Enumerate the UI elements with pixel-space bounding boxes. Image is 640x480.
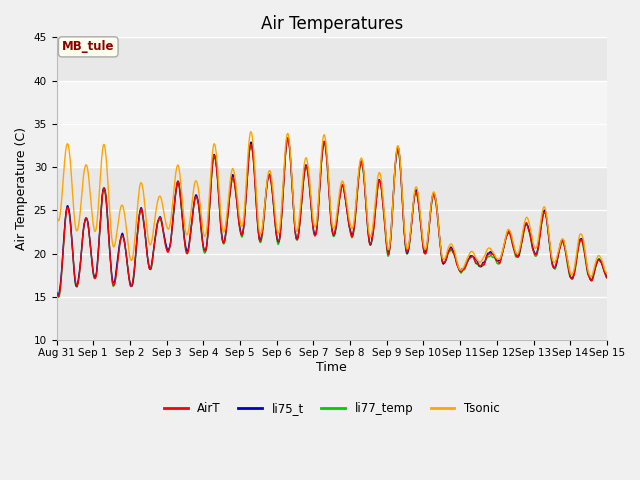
- li77_temp: [52, 290, 60, 296]
- li77_temp: [456, 267, 463, 273]
- AirT: [284, 136, 292, 142]
- li75_t: [425, 227, 433, 233]
- Tsonic: [603, 270, 611, 276]
- li75_t: [152, 232, 159, 238]
- li75_t: [456, 267, 463, 273]
- li75_t: [284, 135, 292, 141]
- Tsonic: [247, 129, 255, 134]
- Line: li77_temp: li77_temp: [56, 139, 607, 297]
- Bar: [56, 81, 607, 167]
- AirT: [603, 275, 611, 280]
- Tsonic: [486, 246, 494, 252]
- Tsonic: [455, 265, 463, 271]
- li77_temp: [312, 232, 319, 238]
- Tsonic: [52, 214, 60, 219]
- Line: li75_t: li75_t: [56, 138, 607, 296]
- li75_t: [486, 249, 494, 254]
- AirT: [54, 294, 62, 300]
- li77_temp: [55, 294, 63, 300]
- li75_t: [52, 289, 60, 295]
- AirT: [456, 267, 463, 273]
- li77_temp: [152, 234, 159, 240]
- Tsonic: [603, 270, 611, 276]
- Legend: AirT, li75_t, li77_temp, Tsonic: AirT, li75_t, li77_temp, Tsonic: [159, 397, 504, 420]
- AirT: [425, 229, 433, 235]
- AirT: [52, 289, 60, 295]
- AirT: [152, 233, 159, 239]
- Text: MB_tule: MB_tule: [62, 40, 115, 53]
- Tsonic: [152, 212, 159, 217]
- li77_temp: [425, 228, 433, 234]
- li75_t: [312, 232, 319, 238]
- Tsonic: [587, 274, 595, 280]
- li77_temp: [486, 253, 494, 259]
- Tsonic: [425, 226, 433, 231]
- Y-axis label: Air Temperature (C): Air Temperature (C): [15, 127, 28, 250]
- Title: Air Temperatures: Air Temperatures: [260, 15, 403, 33]
- li75_t: [603, 273, 611, 279]
- AirT: [603, 275, 611, 281]
- Tsonic: [312, 224, 319, 230]
- AirT: [312, 233, 319, 239]
- X-axis label: Time: Time: [316, 360, 347, 373]
- li75_t: [54, 293, 62, 299]
- AirT: [486, 251, 494, 257]
- Line: AirT: AirT: [56, 139, 607, 297]
- li77_temp: [603, 275, 611, 280]
- li75_t: [603, 274, 611, 279]
- Line: Tsonic: Tsonic: [56, 132, 607, 277]
- li77_temp: [603, 275, 611, 281]
- li77_temp: [284, 136, 292, 142]
